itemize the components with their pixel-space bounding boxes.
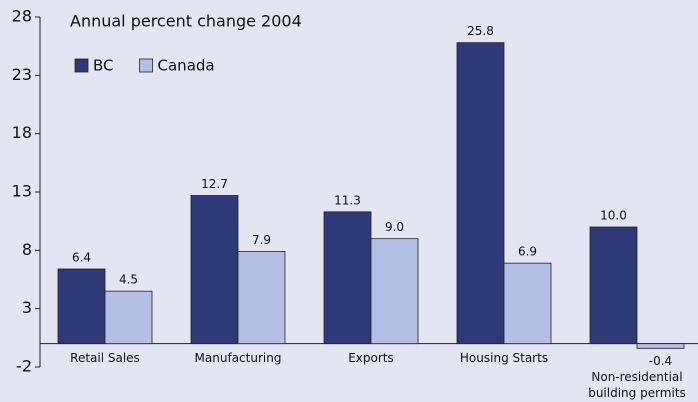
x-tick-label: Retail Sales <box>70 350 140 365</box>
value-label: 4.5 <box>119 273 138 287</box>
bar <box>57 268 106 345</box>
x-tick-label: Exports <box>348 350 394 365</box>
legend-label: Canada <box>158 57 215 75</box>
y-tick-label: 8 <box>22 240 32 259</box>
y-tick-label: 18 <box>12 123 32 142</box>
bar <box>589 226 638 345</box>
y-tick-label: 28 <box>12 7 32 26</box>
x-tick-label: Manufacturing <box>194 350 282 365</box>
value-label: 11.3 <box>334 193 361 207</box>
bar <box>636 343 685 349</box>
bar <box>370 238 419 345</box>
y-tick-label: -2 <box>16 357 32 376</box>
value-label: 12.7 <box>201 177 228 191</box>
bar <box>104 290 153 345</box>
bar <box>456 42 505 345</box>
bar <box>190 195 239 345</box>
legend-swatch <box>139 58 153 73</box>
value-label: 25.8 <box>467 24 494 38</box>
y-tick-label: 3 <box>22 298 32 317</box>
legend-swatch <box>74 58 89 73</box>
y-tick-label: 13 <box>12 182 32 201</box>
value-label: 9.0 <box>385 220 404 234</box>
x-tick-label: Housing Starts <box>459 350 549 365</box>
chart-title: Annual percent change 2004 <box>70 12 302 31</box>
legend-label: BC <box>93 57 114 75</box>
value-label: -0.4 <box>649 354 672 368</box>
value-label: 10.0 <box>600 209 627 223</box>
value-label: 7.9 <box>252 233 271 247</box>
value-label: 6.9 <box>518 245 537 259</box>
x-tick-label: Non-residential building permits <box>588 369 686 400</box>
bar <box>503 262 552 345</box>
y-tick-label: 23 <box>12 65 32 84</box>
bar <box>237 251 286 345</box>
value-label: 6.4 <box>72 251 91 265</box>
bar <box>323 211 372 345</box>
